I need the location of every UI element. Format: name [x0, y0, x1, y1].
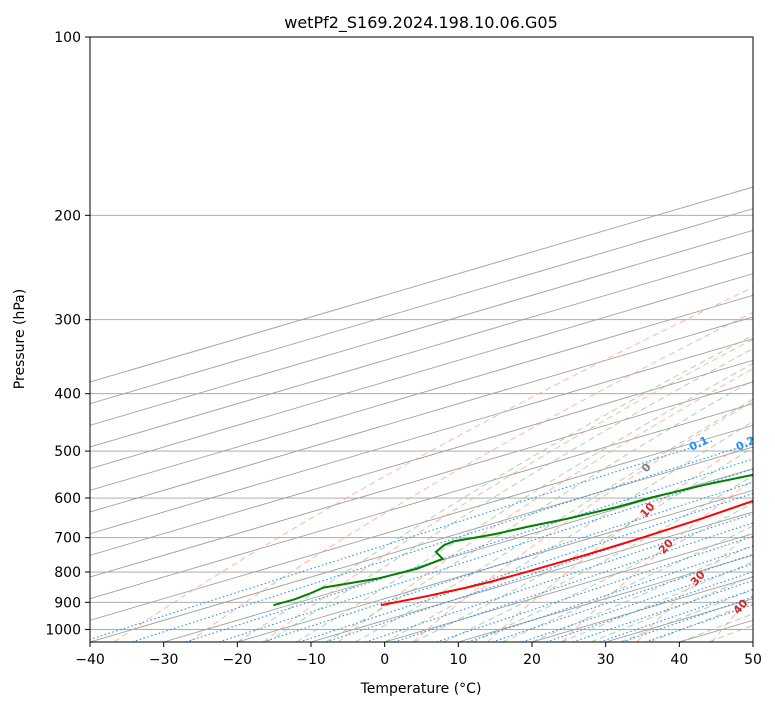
chart-title: wetPf2_S169.2024.198.10.06.G05	[284, 13, 558, 33]
moist-adiabat-line	[502, 525, 753, 642]
x-axis-ticks: −40 −30 −20 −10 0 10 20 30 40 50	[75, 642, 762, 668]
dry-adiabat-line	[711, 593, 753, 642]
x-tick-label: 50	[744, 652, 762, 668]
y-axis-ticks: 100 200 300 400 500 600 700 800 900 1000	[45, 30, 90, 638]
isotherm-line	[90, 186, 753, 383]
moist-adiabat-line	[354, 398, 753, 642]
plot-frame	[89, 36, 754, 643]
moist-adiabat-line	[237, 334, 753, 642]
mixing-ratio-line	[90, 440, 714, 640]
mixing-ratio-label: 0.2	[734, 434, 757, 454]
y-axis-label: Pressure (hPa)	[12, 289, 28, 389]
isotherm-line	[237, 489, 753, 642]
isotherm-line	[90, 338, 753, 535]
mixing-ratio-line	[492, 553, 753, 642]
isotherm-line	[310, 511, 753, 642]
dry-adiabat-line	[487, 437, 753, 642]
isotherm-line	[384, 533, 753, 642]
x-tick-label: 30	[597, 652, 615, 668]
temperature-line	[380, 499, 753, 607]
y-tick-label: 900	[54, 595, 81, 611]
plot-area: -100-90-80-70-60-50-40-30-20-100.10.20.4…	[90, 37, 757, 642]
isotherm-line	[90, 403, 753, 600]
moist-adiabat-line	[531, 544, 753, 642]
moist-adiabat-line	[296, 362, 753, 642]
y-tick-label: 200	[54, 208, 81, 224]
moist-adiabat-line	[413, 446, 753, 642]
moist-adiabat-line	[472, 502, 753, 642]
isotherm-line	[90, 381, 753, 578]
isotherm-line	[90, 251, 753, 448]
mixing-ratio-line	[299, 492, 753, 642]
dry-adiabat-line	[412, 400, 753, 642]
dry-adiabat-line	[561, 479, 753, 642]
y-tick-label: 500	[54, 444, 81, 460]
moist-adiabat-line	[325, 379, 753, 642]
mixing-ratio-line	[325, 501, 753, 642]
x-tick-label: 20	[523, 652, 541, 668]
x-tick-label: −20	[223, 652, 253, 668]
y-tick-label: 1000	[45, 622, 81, 638]
moist-adiabat-lines	[237, 334, 753, 642]
pressure-gridlines	[90, 37, 753, 630]
dry-adiabat-lines	[113, 286, 753, 642]
isotherm-line	[90, 316, 753, 513]
mixing-ratio-line	[394, 522, 753, 642]
dry-adiabat-line	[188, 311, 753, 642]
dewpoint-line	[273, 473, 753, 607]
mixing-ratio-line	[436, 535, 753, 642]
x-tick-label: −40	[75, 652, 105, 668]
x-tick-label: 10	[449, 652, 467, 668]
y-tick-label: 700	[54, 531, 81, 547]
y-tick-label: 600	[54, 491, 81, 507]
x-tick-label: 0	[380, 652, 389, 668]
y-tick-label: 800	[54, 565, 81, 581]
moist-adiabat-line	[266, 348, 753, 642]
isotherm-line	[90, 446, 753, 642]
mixing-ratio-line	[467, 545, 753, 642]
x-tick-label: −10	[296, 652, 326, 668]
isotherm-line	[90, 294, 753, 491]
isotherm-line	[90, 424, 753, 621]
dry-adiabat-line	[263, 338, 753, 642]
dry-adiabat-line	[113, 286, 753, 642]
y-tick-label: 100	[54, 30, 81, 46]
sounding-series	[273, 473, 753, 607]
isotherm-line	[90, 229, 753, 426]
y-tick-label: 300	[54, 313, 81, 329]
isotherm-lines	[90, 186, 753, 642]
x-tick-label: −30	[149, 652, 179, 668]
moist-adiabat-line	[620, 588, 753, 642]
isotherm-line	[163, 468, 753, 642]
isotherm-line	[90, 359, 753, 556]
y-tick-label: 400	[54, 387, 81, 403]
isotherm-line	[90, 208, 753, 405]
x-tick-label: 40	[670, 652, 688, 668]
x-axis-label: Temperature (°C)	[360, 681, 482, 697]
isotherm-line	[90, 273, 753, 470]
